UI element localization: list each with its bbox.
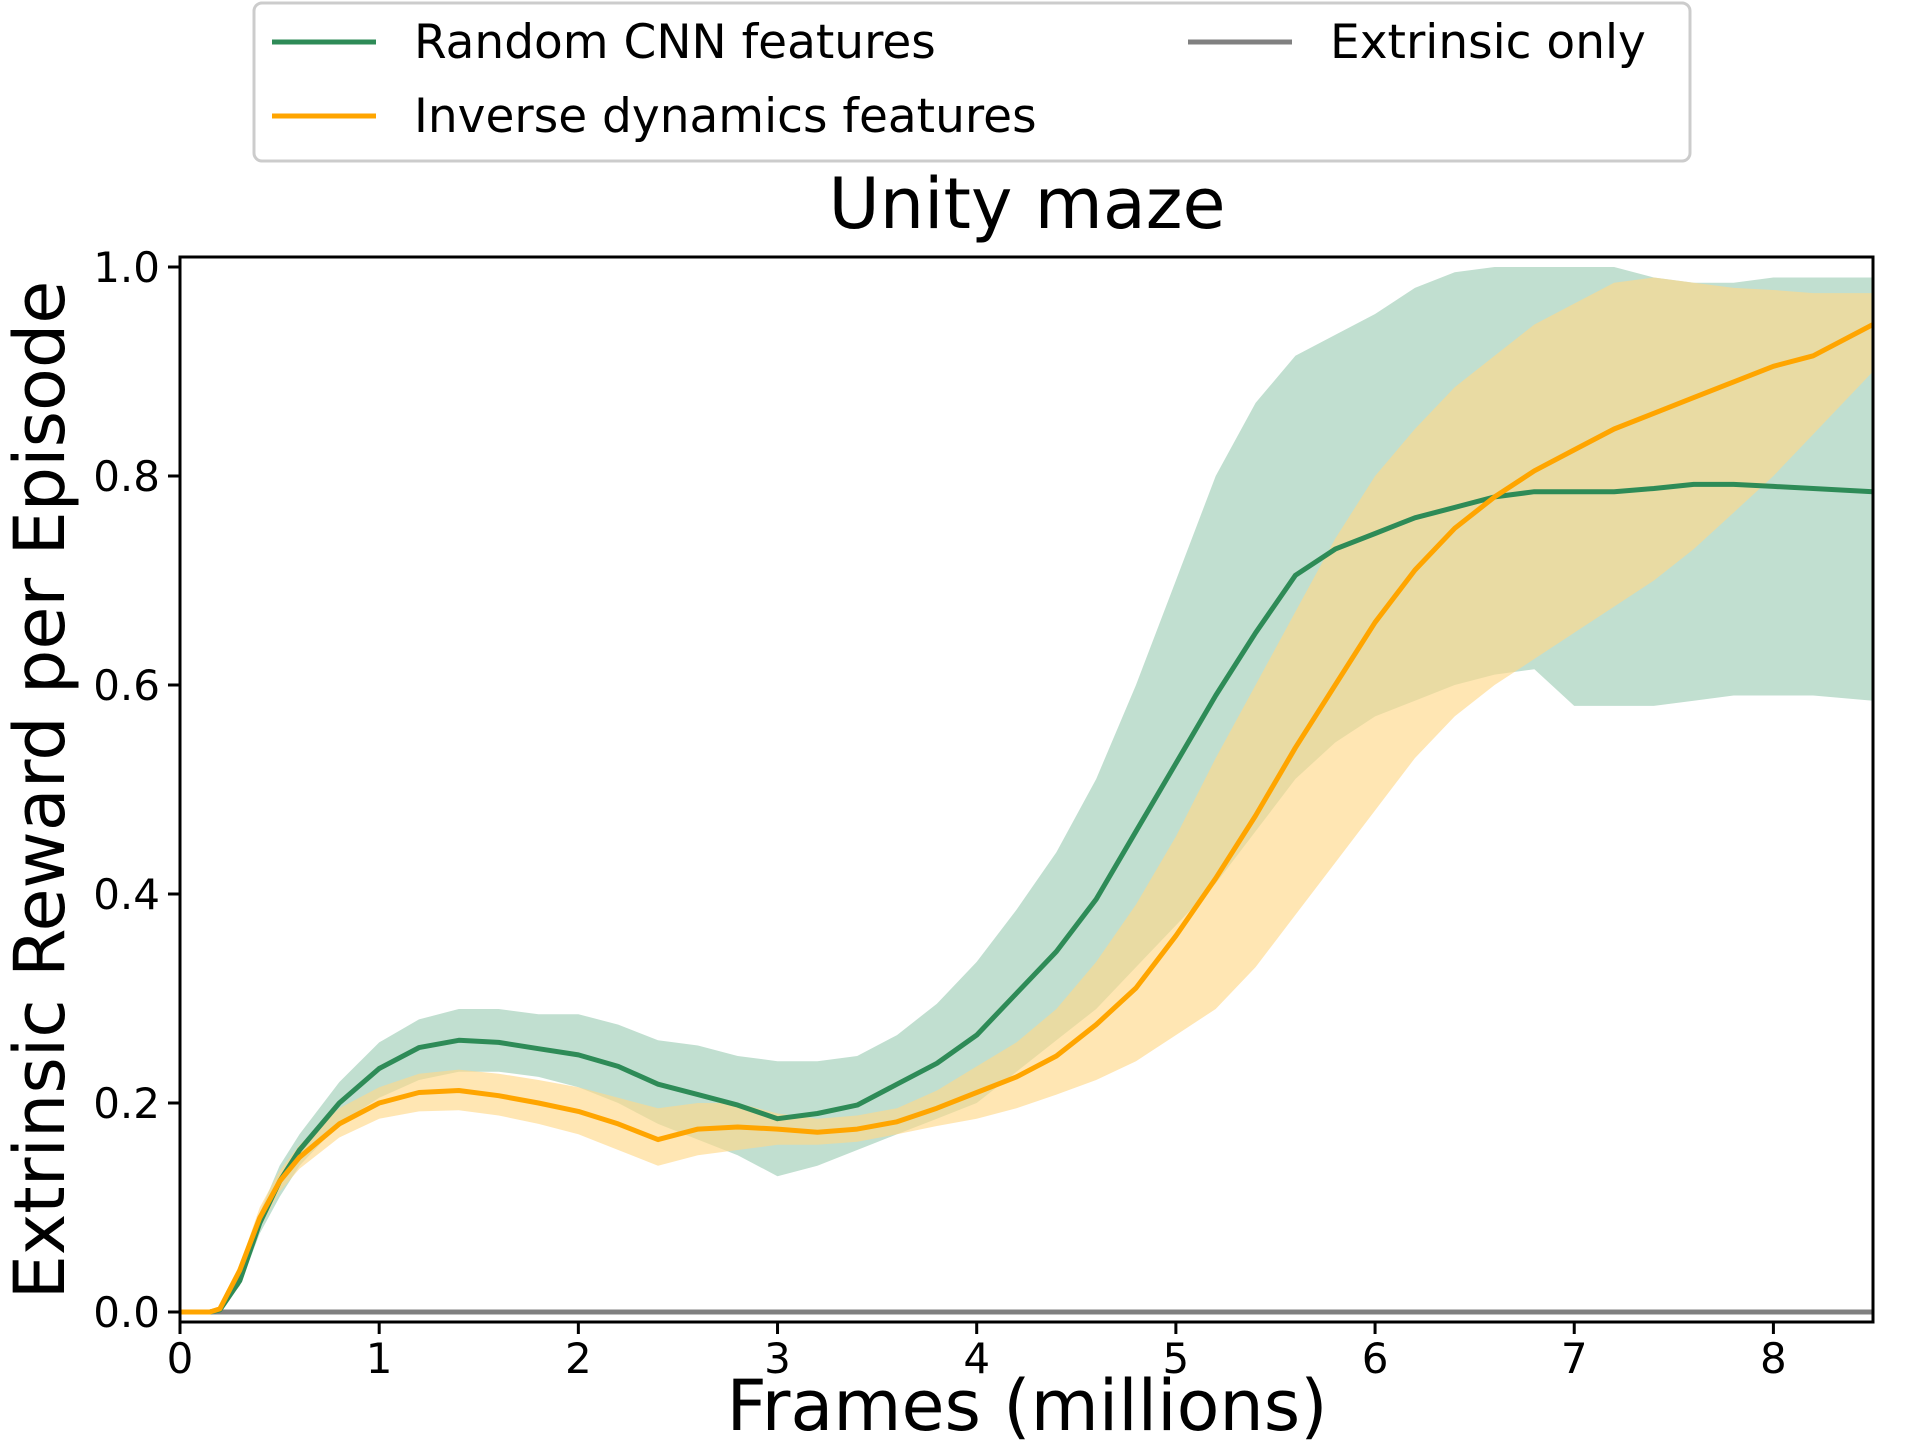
y-tick-label: 0.6 [93,661,160,710]
series-lines [180,322,1874,1315]
legend-frame [252,1,1692,163]
legend-label-extrinsic-only: Extrinsic only [1330,15,1646,70]
y-axis-title: Extrinsic Reward per Episode [0,281,81,1300]
x-tick-label: 0 [167,1334,194,1383]
band-inverse-dynamics-features [180,277,1873,1312]
legend-label-inverse-dynamics: Inverse dynamics features [414,89,1037,144]
x-axis-title: Frames (millions) [726,1365,1327,1440]
y-tick-label: 1.0 [93,243,160,292]
legend: Random CNN features Inverse dynamics fea… [252,1,1692,163]
x-tick-label: 6 [1362,1334,1389,1383]
line-random-cnn-features [180,481,1874,1315]
x-tick-label: 5 [1163,1334,1190,1383]
y-tick-label: 0.4 [93,870,160,919]
line-inverse-dynamics-features [180,322,1874,1315]
y-tick-label: 0.0 [93,1288,160,1337]
y-axis-ticks: 0.0 0.2 0.4 0.6 0.8 1.0 [93,243,180,1337]
x-tick-label: 1 [366,1334,393,1383]
x-tick-label: 7 [1561,1334,1588,1383]
plot-frame [178,255,1875,1324]
confidence-bands [180,267,1873,1312]
x-tick-label: 4 [963,1334,990,1383]
x-axis-ticks: 0 1 2 3 4 5 6 7 8 [167,1322,1787,1383]
y-tick-label: 0.2 [93,1079,160,1128]
chart-title: Unity maze [828,163,1225,245]
x-tick-label: 8 [1760,1334,1787,1383]
x-tick-label: 2 [565,1334,592,1383]
y-tick-label: 0.8 [93,452,160,501]
legend-label-random-cnn: Random CNN features [414,15,936,70]
x-tick-label: 3 [764,1334,791,1383]
